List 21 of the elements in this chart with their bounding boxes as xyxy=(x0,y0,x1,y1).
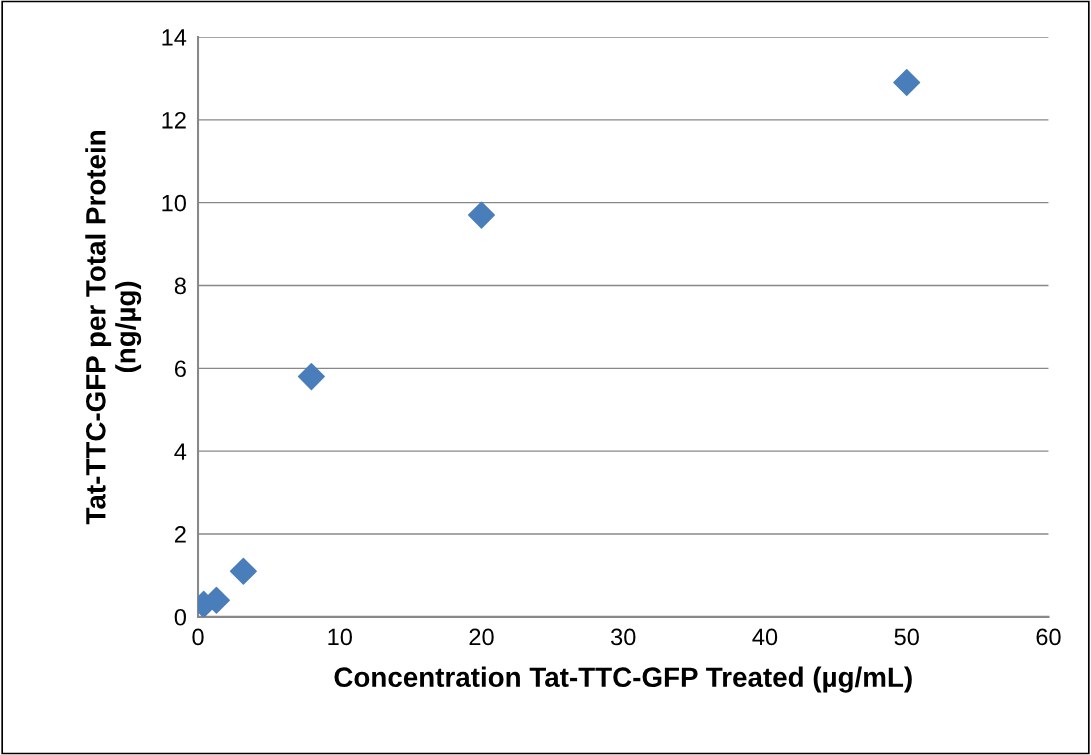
x-axis-title: Concentration Tat-TTC-GFP Treated (µg/mL) xyxy=(334,666,912,693)
y-tick-label: 2 xyxy=(174,526,186,543)
y-tick-label: 10 xyxy=(162,194,186,212)
x-tick-label: 60 xyxy=(1036,628,1061,646)
x-tick-label: 50 xyxy=(894,628,919,646)
x-tick-label: 30 xyxy=(611,628,636,646)
point xyxy=(893,69,921,97)
y-tick-label: 12 xyxy=(162,111,186,129)
point xyxy=(467,201,495,229)
point xyxy=(297,363,325,391)
y-tick-label: 14 xyxy=(162,29,187,46)
point xyxy=(229,557,257,585)
y-tick-label: 4 xyxy=(174,443,187,460)
y-tick-label: 0 xyxy=(174,608,186,626)
x-tick-label: 20 xyxy=(469,628,494,646)
x-tick-label: 40 xyxy=(752,628,778,646)
y-tick-label: 6 xyxy=(174,360,186,378)
x-tick-label: 0 xyxy=(192,628,204,646)
y-tick-label: 8 xyxy=(174,277,186,295)
y-axis-title: Tat-TTC-GFP per Total Protein (ng/µg) xyxy=(85,131,142,525)
x-tick-label: 10 xyxy=(328,628,352,646)
